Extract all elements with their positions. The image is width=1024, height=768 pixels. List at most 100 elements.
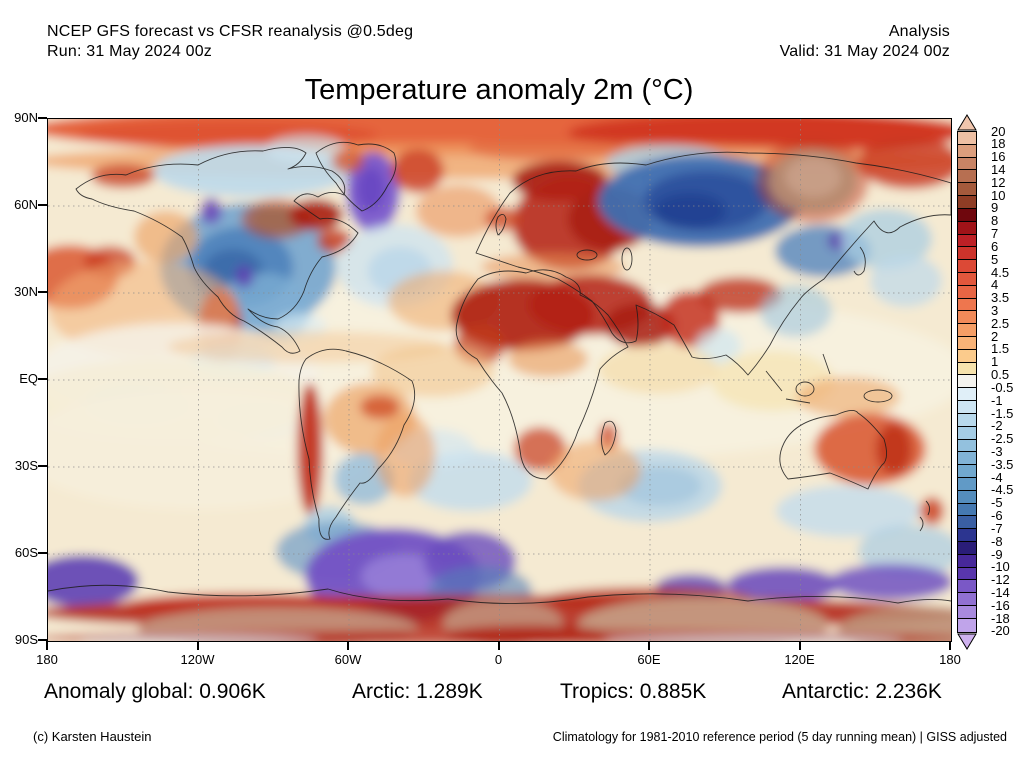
colorbar-segment — [958, 567, 976, 581]
colorbar-segment — [958, 426, 976, 440]
colorbar-segment — [958, 196, 976, 209]
lat-tick-mark — [38, 552, 47, 554]
lon-tick-mark — [46, 641, 48, 650]
colorbar-segment — [958, 542, 976, 555]
colorbar-segment — [958, 388, 976, 402]
colorbar-segment — [958, 362, 976, 376]
colorbar-segment — [958, 503, 976, 517]
lat-tick-mark — [38, 639, 47, 641]
world-map — [48, 119, 951, 641]
colorbar-tick-label: 18 — [991, 136, 1006, 152]
colorbar-segment — [958, 529, 976, 542]
colorbar-tick-label: 5 — [991, 251, 999, 267]
colorbar-tick-label: -4.5 — [991, 482, 1014, 498]
colorbar-segment — [958, 490, 976, 504]
lon-tick-label: 180 — [36, 652, 58, 667]
lon-tick-mark — [196, 641, 199, 650]
lon-tick-mark — [798, 641, 801, 650]
colorbar-segment — [958, 516, 976, 530]
colorbar-segment — [958, 157, 976, 171]
colorbar-over-triangle — [957, 114, 977, 131]
colorbar-segment — [958, 234, 976, 248]
colorbar-segment — [958, 554, 976, 568]
colorbar-segment — [958, 465, 976, 478]
lon-tick-label: 120E — [784, 652, 815, 667]
map-frame — [47, 118, 952, 642]
lat-tick-mark — [38, 117, 47, 119]
colorbar-tick-label: -3 — [991, 444, 1003, 459]
lon-tick-mark — [949, 641, 951, 650]
colorbar-tick-label: 14 — [991, 161, 1006, 177]
colorbar-segment — [958, 247, 976, 261]
colorbar-segment — [958, 221, 976, 235]
model-line: NCEP GFS forecast vs CFSR reanalysis @0.… — [47, 23, 414, 40]
colorbar-segment — [958, 349, 976, 363]
lat-tick-mark — [38, 291, 47, 293]
colorbar-segment — [958, 272, 976, 286]
colorbar-segment — [958, 260, 976, 273]
colorbar-tick-label: -16 — [991, 597, 1010, 613]
lat-tick-label: 30N — [14, 284, 38, 299]
stat-tropics: Tropics: 0.885K — [560, 680, 707, 703]
stat-arctic: Arctic: 1.289K — [352, 680, 483, 703]
credit-text: (c) Karsten Haustein — [33, 729, 152, 744]
colorbar-tick-label: -10 — [991, 559, 1010, 575]
colorbar-segment — [958, 580, 976, 594]
colorbar-tick-label: -7 — [991, 520, 1003, 536]
colorbar-tick-label: -2 — [991, 418, 1003, 434]
colorbar-under-triangle — [957, 633, 977, 650]
colorbar — [957, 114, 977, 650]
colorbar-tick-label: -3.5 — [991, 456, 1014, 472]
colorbar-tick-label: -4 — [991, 469, 1003, 485]
page-title: Temperature anomaly 2m (°C) — [304, 74, 694, 106]
colorbar-tick-label: 7 — [991, 226, 999, 242]
lon-tick-label: 60E — [637, 652, 661, 667]
stat-antarctic: Antarctic: 2.236K — [782, 680, 942, 703]
lat-tick-label: 60S — [14, 545, 38, 560]
colorbar-tick-label: 4 — [991, 277, 999, 293]
colorbar-tick-label: -1.5 — [991, 405, 1014, 421]
colorbar-segment — [958, 452, 976, 466]
lat-tick-label: 30S — [14, 458, 38, 473]
colorbar-segment — [958, 170, 976, 184]
graticule — [48, 119, 951, 641]
colorbar-tick-label: 8 — [991, 213, 999, 229]
colorbar-segment — [958, 439, 976, 453]
colorbar-segment — [958, 593, 976, 607]
lon-tick-label: 60W — [334, 652, 362, 667]
lat-tick-mark — [38, 204, 47, 206]
colorbar-tick-label: 16 — [991, 149, 1006, 165]
colorbar-tick-label: 3 — [991, 302, 999, 318]
lat-tick-label: EQ — [19, 371, 38, 386]
colorbar-tick-label: -8 — [991, 533, 1003, 549]
colorbar-tick-label: -12 — [991, 572, 1010, 588]
climatology-text: Climatology for 1981-2010 reference peri… — [552, 730, 1007, 744]
colorbar-tick-label: 0.5 — [991, 367, 1010, 383]
colorbar-tick-label: 10 — [991, 187, 1006, 203]
colorbar-tick-label: -20 — [991, 623, 1010, 639]
lat-tick-label: 90S — [14, 632, 38, 647]
colorbar-segment — [958, 606, 976, 619]
colorbar-segment — [958, 375, 976, 389]
colorbar-tick-label: 12 — [991, 174, 1006, 190]
stat-global: Anomaly global: 0.906K — [44, 680, 266, 703]
colorbar-tick-label: -9 — [991, 546, 1003, 562]
colorbar-segment — [958, 208, 976, 222]
colorbar-tick-label: 3.5 — [991, 290, 1010, 306]
colorbar-segment — [958, 183, 976, 197]
colorbar-tick-label: -14 — [991, 585, 1010, 601]
header-left: NCEP GFS forecast vs CFSR reanalysis @0.… — [47, 22, 413, 62]
colorbar-segment — [958, 477, 976, 491]
lat-tick-label: 60N — [14, 197, 38, 212]
colorbar-segment — [958, 413, 976, 427]
lon-tick-mark — [347, 641, 349, 650]
colorbar-segment — [958, 401, 976, 414]
valid-line: Valid: 31 May 2024 00z — [779, 43, 950, 60]
colorbar-segment — [958, 132, 976, 145]
colorbar-tick-label: 1.5 — [991, 341, 1010, 357]
colorbar-segment — [958, 337, 976, 350]
colorbar-tick-label: -18 — [991, 610, 1010, 626]
lat-tick-mark — [38, 378, 47, 380]
colorbar-segment — [958, 324, 976, 337]
colorbar-segment — [958, 298, 976, 312]
